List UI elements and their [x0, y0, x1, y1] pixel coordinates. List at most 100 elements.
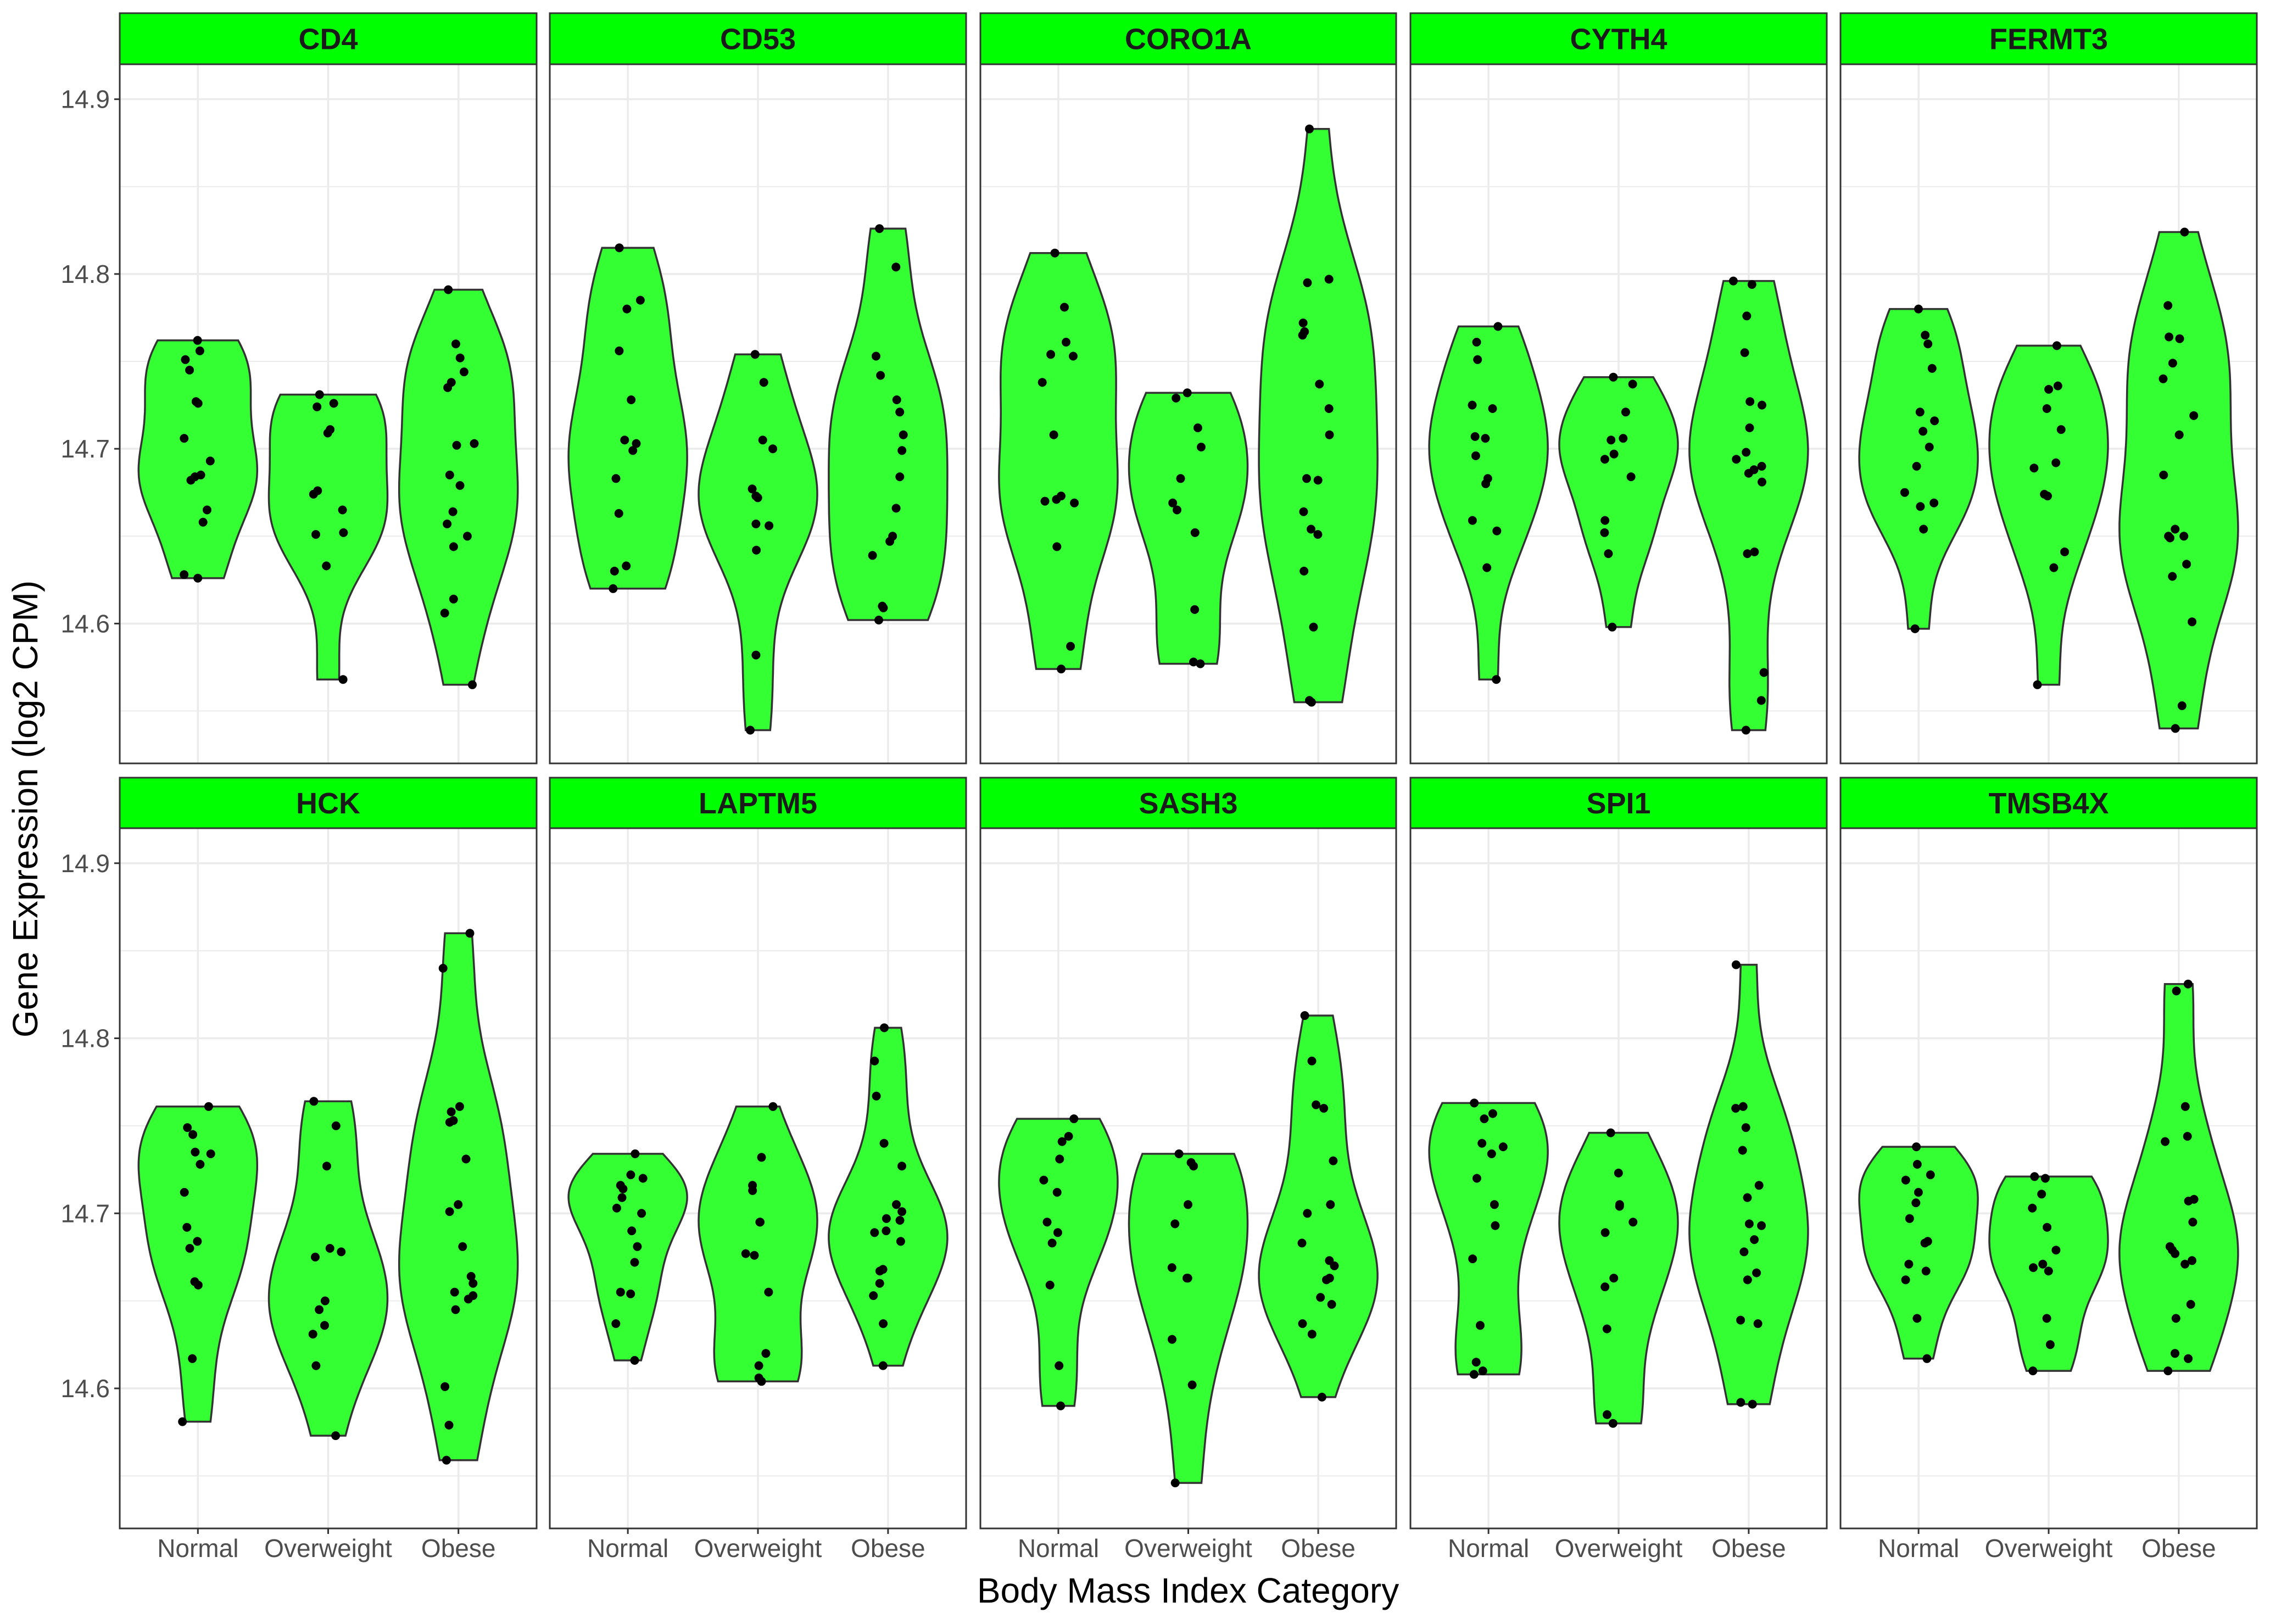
data-point [2051, 1246, 2061, 1255]
data-point [1753, 1319, 1763, 1329]
data-point [618, 1184, 628, 1193]
data-point [449, 542, 458, 551]
data-point [1758, 477, 1766, 487]
data-point [445, 1118, 454, 1127]
violin-obese [1688, 963, 1809, 1405]
data-point [765, 521, 774, 531]
data-point [748, 484, 757, 494]
data-point [1758, 400, 1766, 410]
data-point [180, 1188, 189, 1197]
data-point [1736, 1315, 1745, 1325]
data-point [1300, 1011, 1309, 1020]
data-point [1470, 1098, 1479, 1108]
data-point [879, 1139, 889, 1148]
x-tick-label: Overweight [264, 1534, 392, 1562]
data-point [2180, 227, 2189, 237]
data-point [1732, 455, 1741, 464]
data-point [451, 339, 460, 349]
data-point [627, 1226, 637, 1236]
data-point [638, 1174, 648, 1183]
data-point [193, 1280, 203, 1290]
facet-strip [1409, 12, 1828, 65]
data-point [1168, 1335, 1176, 1344]
data-point [442, 1455, 451, 1465]
data-point [2177, 701, 2187, 710]
y-tick-label: 14.9 [60, 849, 110, 878]
data-point [869, 1291, 878, 1301]
data-point [2029, 1263, 2038, 1273]
data-point [1626, 472, 1636, 482]
data-point [1736, 1398, 1745, 1407]
data-point [635, 295, 645, 305]
data-point [2183, 1132, 2192, 1141]
data-point [1911, 1198, 1921, 1208]
facet-strip-label: CD4 [298, 23, 358, 56]
data-point [1756, 696, 1766, 705]
data-point [892, 1200, 901, 1209]
data-point [1168, 498, 1178, 507]
data-point [339, 528, 348, 537]
facet-strip [979, 777, 1397, 829]
data-point [1921, 331, 1930, 340]
data-point [206, 1149, 215, 1158]
violin-normal [1428, 1102, 1549, 1376]
panel-border [119, 63, 538, 764]
data-point [2042, 1314, 2051, 1323]
data-point [2171, 1249, 2180, 1258]
data-point [2161, 1137, 2170, 1146]
data-point [2029, 464, 2039, 473]
data-point [1187, 1380, 1197, 1389]
data-point [183, 1123, 192, 1132]
data-point [1923, 339, 1933, 349]
data-point [193, 1237, 202, 1246]
x-tick-label: Normal [1018, 1534, 1099, 1562]
data-point [1929, 498, 1939, 507]
data-point [1190, 605, 1200, 614]
data-point [188, 1354, 197, 1363]
y-tick-label: 14.9 [60, 85, 110, 114]
data-point [622, 304, 632, 314]
violin-overweight [267, 1100, 389, 1437]
data-point [2043, 492, 2052, 501]
data-point [876, 371, 885, 380]
data-point [892, 395, 901, 404]
data-point [1046, 350, 1056, 359]
data-point [1298, 319, 1308, 327]
data-point [2030, 1172, 2039, 1181]
data-point [616, 1287, 625, 1297]
data-point [1619, 434, 1628, 443]
data-point [438, 964, 448, 973]
data-point [1469, 1370, 1479, 1379]
data-point [2184, 1354, 2193, 1363]
data-point [445, 470, 454, 479]
data-point [195, 346, 204, 355]
data-point [1183, 388, 1192, 398]
data-point [1493, 322, 1503, 331]
violin-obese [2118, 231, 2239, 730]
data-point [1042, 1218, 1052, 1227]
data-point [627, 395, 636, 404]
data-point [1488, 1109, 1497, 1118]
data-point [2168, 572, 2177, 581]
facet-panel-laptm5: LAPTM5 [549, 777, 967, 1530]
data-point [1176, 474, 1185, 483]
violin-overweight [1988, 344, 2109, 686]
data-point [448, 507, 458, 516]
data-point [1741, 1123, 1750, 1132]
x-axis-title: Body Mass Index Category [977, 1571, 1399, 1610]
facet-strip-label: FERMT3 [1989, 23, 2108, 56]
data-point [1197, 443, 1206, 451]
x-tick-label: Obese [1281, 1534, 1356, 1562]
facet-panel-fermt3: FERMT3 [1839, 12, 2258, 764]
data-point [1747, 280, 1756, 289]
data-point [1600, 1282, 1610, 1292]
data-point [1757, 1221, 1766, 1230]
data-point [637, 1209, 646, 1218]
x-tick-label: Obese [851, 1534, 925, 1562]
data-point [1307, 1330, 1317, 1339]
data-point [878, 1361, 888, 1370]
data-point [1743, 1275, 1752, 1285]
facet-panel-cd53: CD53 [549, 12, 967, 764]
data-point [1919, 524, 1928, 534]
data-point [193, 399, 203, 408]
